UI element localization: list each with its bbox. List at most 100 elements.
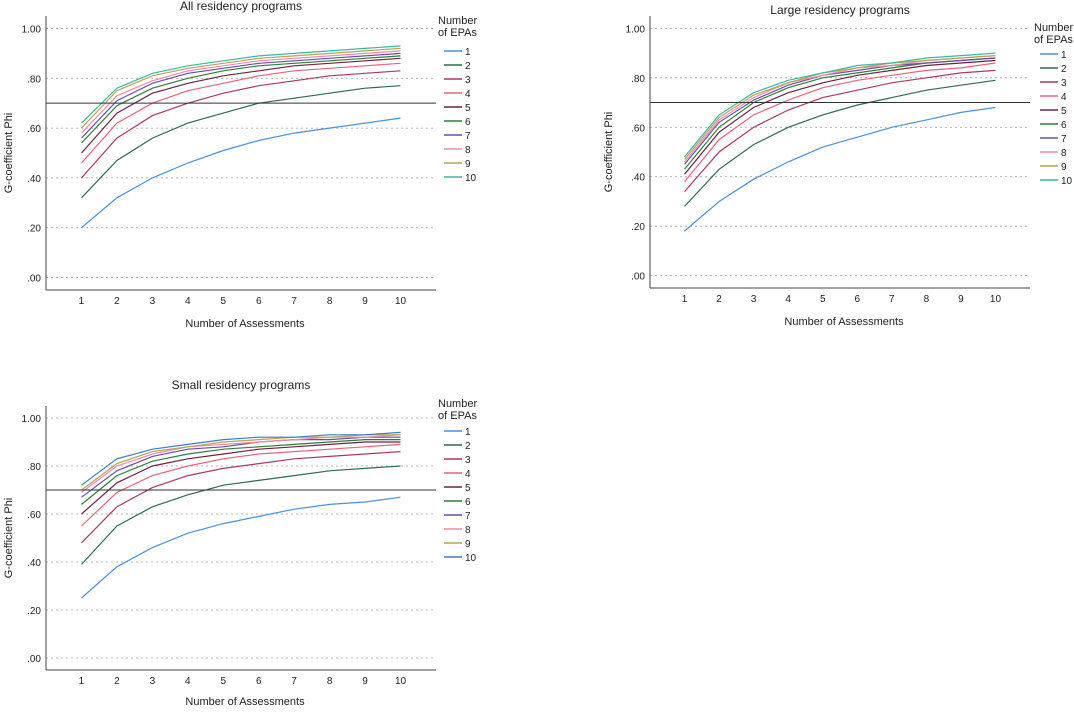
x-tick-label: 2 (114, 676, 120, 687)
legend-label-6: 6 (465, 497, 471, 508)
chart-panel-small: Small residency programs .00 .20 .40 .60 .80 1… (0, 372, 490, 708)
legend-title: Number (1034, 22, 1073, 34)
series-line-9 (81, 434, 401, 491)
legend-label-6: 6 (1061, 120, 1067, 131)
series-line-7 (81, 436, 401, 498)
series-line-2 (81, 465, 401, 565)
chart-large-residency: Large residency programs .00 .20 .40 .60 .80 1… (603, 3, 1073, 328)
legend-label-4: 4 (1061, 92, 1067, 103)
x-tick-label: 4 (185, 296, 191, 307)
x-tick-label: 6 (256, 676, 262, 687)
legend-label-3: 3 (465, 455, 471, 466)
legend-label-10: 10 (465, 173, 477, 184)
series-line-4 (81, 62, 401, 164)
series-line-3 (684, 69, 996, 192)
x-tick-label: 4 (785, 294, 791, 305)
legend-label-2: 2 (1061, 64, 1067, 75)
chart-panel-all: All residency programs .00 .20 .40 .60 .80 1.0… (0, 0, 490, 340)
legend-title: Number (438, 398, 477, 410)
legend-label-8: 8 (465, 145, 471, 156)
x-tick-label: 9 (362, 296, 368, 307)
legend-label-7: 7 (465, 511, 471, 522)
x-axis-title: Number of Assessments (185, 696, 305, 708)
x-tick-label: 9 (362, 676, 368, 687)
series-line-8 (684, 55, 996, 163)
series-line-7 (684, 57, 996, 165)
series-line-3 (81, 70, 401, 179)
series-line-5 (81, 441, 401, 515)
legend-label-3: 3 (465, 75, 471, 86)
x-tick-label: 3 (150, 296, 156, 307)
series-line-8 (81, 50, 401, 134)
legend-title: of EPAs (438, 410, 477, 422)
series-line-9 (684, 55, 996, 160)
x-tick-label: 5 (220, 296, 226, 307)
legend-label-10: 10 (1061, 176, 1073, 187)
legend-label-8: 8 (465, 525, 471, 536)
x-axis-title: Number of Assessments (185, 318, 305, 330)
legend-label-5: 5 (465, 103, 471, 114)
chart-small-residency: Small residency programs .00 .20 .40 .60 .80 1… (3, 378, 477, 708)
x-tick-label: 7 (889, 294, 895, 305)
x-tick-label: 8 (327, 296, 333, 307)
series-line-8 (81, 434, 401, 493)
legend-label-2: 2 (465, 441, 471, 452)
legend-label-6: 6 (465, 117, 471, 128)
chart-title: Small residency programs (172, 378, 311, 392)
y-tick-label: .20 (27, 606, 41, 617)
y-tick-label: .80 (631, 74, 645, 85)
series-line-1 (81, 496, 401, 599)
series-line-4 (81, 443, 401, 527)
y-tick-label: .00 (27, 654, 41, 665)
legend-label-9: 9 (1061, 162, 1067, 173)
series-line-9 (81, 47, 401, 129)
series-line-3 (81, 451, 401, 544)
chart-title: Large residency programs (770, 3, 909, 17)
legend-label-7: 7 (465, 131, 471, 142)
legend-label-1: 1 (1061, 50, 1067, 61)
series-line-10 (81, 45, 401, 124)
y-tick-label: .20 (27, 224, 41, 235)
series-line-6 (81, 55, 401, 144)
x-tick-label: 5 (820, 294, 826, 305)
x-tick-label: 3 (751, 294, 757, 305)
series-line-6 (81, 438, 401, 505)
x-tick-label: 2 (716, 294, 722, 305)
x-tick-label: 4 (185, 676, 191, 687)
legend-title: Number (438, 15, 477, 27)
y-tick-label: 1.00 (22, 24, 42, 35)
legend-label-10: 10 (465, 553, 477, 564)
x-tick-label: 8 (924, 294, 930, 305)
x-tick-label: 7 (291, 296, 297, 307)
chart-title: All residency programs (180, 0, 302, 13)
x-axis-title: Number of Assessments (784, 316, 904, 328)
legend-label-1: 1 (465, 47, 471, 58)
x-tick-label: 10 (395, 676, 407, 687)
series-line-1 (684, 106, 996, 232)
y-tick-label: 1.00 (22, 414, 42, 425)
legend-label-5: 5 (465, 483, 471, 494)
x-tick-label: 1 (682, 294, 688, 305)
x-tick-label: 10 (395, 296, 407, 307)
series-line-5 (684, 59, 996, 175)
y-axis-title: G-coefficient Phi (3, 498, 15, 579)
legend-label-1: 1 (465, 427, 471, 438)
y-axis-title: G-coefficient Phi (603, 112, 615, 193)
series-line-4 (684, 62, 996, 183)
y-tick-label: .60 (27, 510, 41, 521)
series-line-2 (81, 85, 401, 199)
y-tick-label: 1.00 (626, 24, 646, 35)
x-tick-label: 6 (256, 296, 262, 307)
y-tick-label: .00 (631, 272, 645, 283)
legend-title: of EPAs (1034, 34, 1073, 46)
legend-label-9: 9 (465, 539, 471, 550)
x-tick-label: 10 (990, 294, 1002, 305)
legend-title: of EPAs (438, 27, 477, 39)
y-tick-label: .40 (631, 173, 645, 184)
legend-label-2: 2 (465, 61, 471, 72)
y-tick-label: .40 (27, 558, 41, 569)
x-tick-label: 5 (220, 676, 226, 687)
x-tick-label: 2 (114, 296, 120, 307)
y-axis-title: G-coefficient Phi (3, 113, 15, 194)
legend-label-4: 4 (465, 89, 471, 100)
